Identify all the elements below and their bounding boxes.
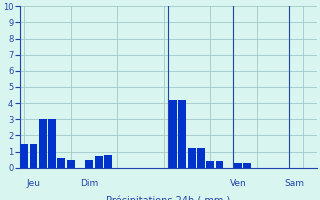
Bar bbox=[57, 158, 65, 168]
Text: Sam: Sam bbox=[284, 179, 304, 188]
Text: Ven: Ven bbox=[230, 179, 246, 188]
Bar bbox=[29, 144, 37, 168]
Bar bbox=[216, 161, 223, 168]
Bar bbox=[244, 163, 252, 168]
Bar bbox=[206, 161, 214, 168]
Bar bbox=[67, 160, 75, 168]
Bar bbox=[188, 148, 196, 168]
Bar bbox=[234, 163, 242, 168]
Bar bbox=[169, 100, 177, 168]
Text: Jeu: Jeu bbox=[27, 179, 41, 188]
Text: Dim: Dim bbox=[80, 179, 99, 188]
Bar bbox=[85, 160, 93, 168]
Bar bbox=[39, 119, 47, 168]
Bar bbox=[178, 100, 186, 168]
Bar bbox=[95, 156, 102, 168]
Bar bbox=[20, 144, 28, 168]
Bar bbox=[48, 119, 56, 168]
Bar bbox=[104, 155, 112, 168]
Bar bbox=[197, 148, 205, 168]
Text: Précipitations 24h ( mm ): Précipitations 24h ( mm ) bbox=[106, 195, 230, 200]
